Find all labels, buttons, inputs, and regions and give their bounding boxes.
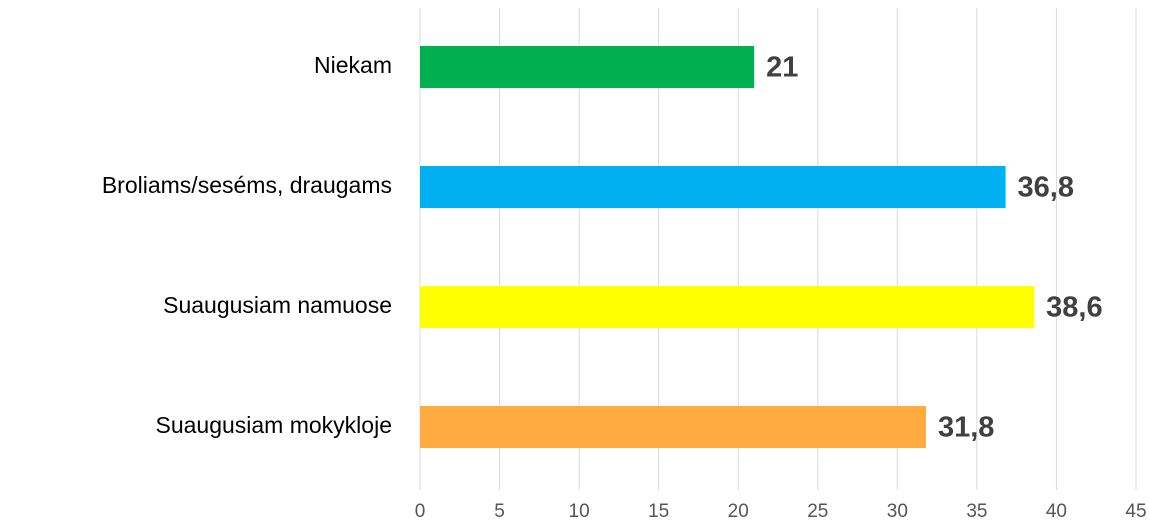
x-tick-label: 10 xyxy=(569,501,590,522)
x-tick-label: 25 xyxy=(807,501,828,522)
y-tick-label: Suaugusiam namuose xyxy=(163,292,392,318)
data-label: 38,6 xyxy=(1046,292,1102,324)
x-tick-label: 15 xyxy=(648,501,669,522)
y-tick-label: Broliams/seséms, draugams xyxy=(102,172,392,198)
data-label: 31,8 xyxy=(938,412,994,444)
x-tick-label: 35 xyxy=(966,501,987,522)
x-tick-label: 20 xyxy=(728,501,749,522)
bar xyxy=(420,166,1006,208)
bar xyxy=(420,406,926,448)
data-label: 36,8 xyxy=(1018,172,1074,204)
bar xyxy=(420,46,755,88)
x-tick-label: 45 xyxy=(1125,501,1146,522)
y-tick-label: Suaugusiam mokykloje xyxy=(155,412,392,438)
y-tick-label: Niekam xyxy=(314,52,392,78)
x-tick-label: 0 xyxy=(415,501,426,522)
x-tick-label: 40 xyxy=(1046,501,1067,522)
bar xyxy=(420,286,1035,328)
x-tick-label: 5 xyxy=(494,501,505,522)
x-tick-label: 30 xyxy=(887,501,908,522)
data-label: 21 xyxy=(766,52,798,84)
